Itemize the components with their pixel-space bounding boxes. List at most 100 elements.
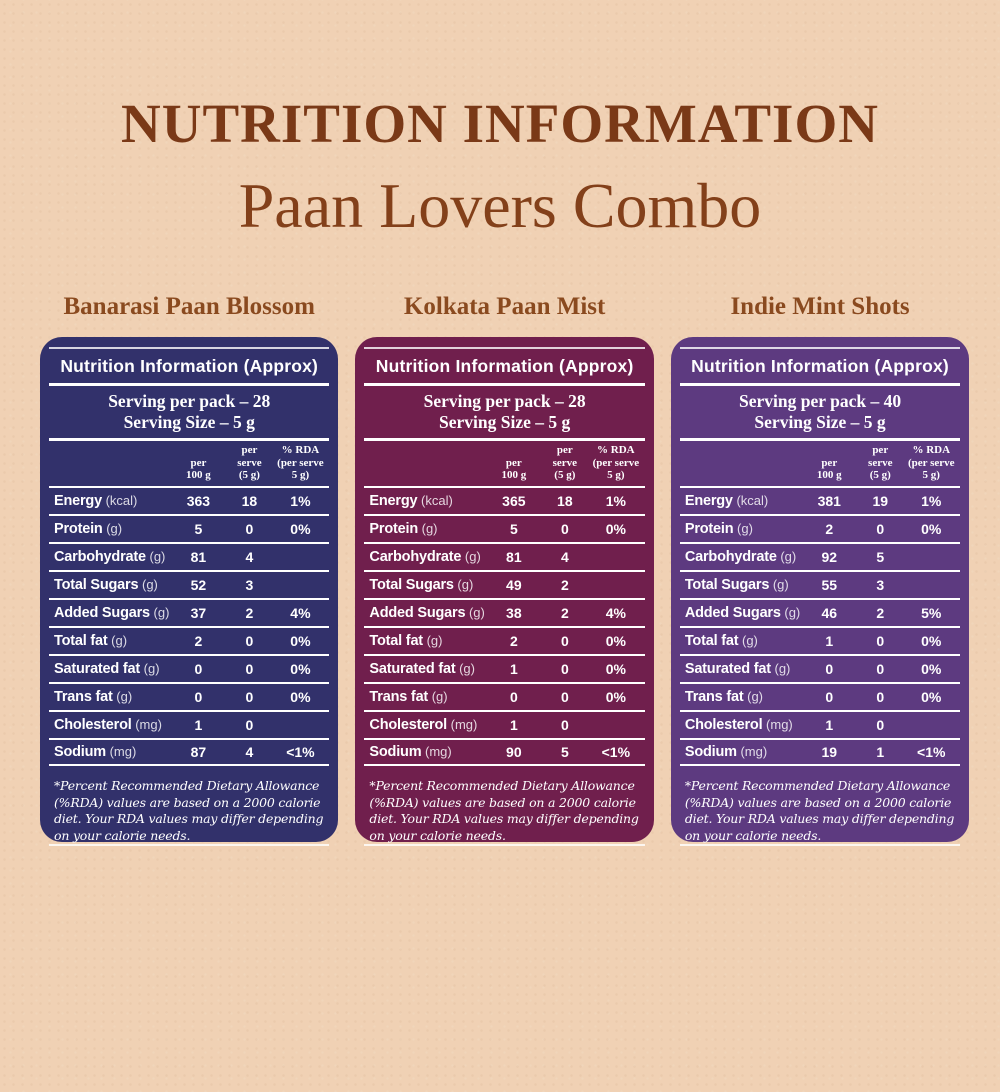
nutrient-row: Saturated fat (g) 1 0 0% (364, 654, 645, 682)
nutrient-unit: (g) (737, 520, 753, 536)
value-per-100g: 81 (506, 549, 522, 566)
value-per-serve: 0 (245, 633, 254, 650)
value-rda: 0% (921, 661, 942, 678)
serving-per-pack: Serving per pack – 40 (739, 391, 902, 411)
nutrient-unit: (g) (111, 632, 128, 648)
col-per-100g: per 100 g (816, 456, 842, 481)
nutrient-name: Sodium (369, 743, 422, 760)
value-per-serve: 4 (245, 744, 254, 761)
product-title: Indie Mint Shots (730, 293, 910, 320)
value-per-serve: 1 (876, 744, 885, 761)
nutrient-name: Total fat (684, 632, 739, 649)
value-per-serve: 0 (560, 633, 569, 650)
value-per-serve: 5 (560, 744, 569, 761)
col-per-100g: per 100 g (186, 456, 211, 481)
value-per-serve: 4 (560, 549, 569, 566)
value-per-serve: 19 (872, 493, 889, 510)
value-rda: 0% (605, 633, 626, 650)
nutrient-name: Energy (684, 492, 733, 509)
value-rda: 0% (290, 661, 311, 678)
nutrient-name: Cholesterol (684, 716, 763, 733)
value-per-serve: 2 (560, 577, 569, 594)
value-per-100g: 1 (509, 717, 518, 734)
nutrient-name: Total fat (54, 632, 108, 649)
nutrient-unit: (g) (431, 688, 448, 704)
nutrient-unit: (g) (747, 688, 763, 704)
value-rda: 1% (605, 493, 626, 510)
nutrient-unit: (g) (468, 604, 485, 620)
footnote-wrap: *Percent Recommended Dietary Allowance (… (671, 766, 969, 859)
value-per-100g: 52 (190, 577, 207, 594)
nutrient-unit: (mg) (740, 743, 768, 759)
value-per-100g: 37 (190, 605, 207, 622)
value-per-serve: 5 (876, 549, 885, 566)
header-divider (49, 383, 330, 386)
serving-size: Serving Size – 5 g (123, 411, 255, 432)
nutrient-row: Protein (g) 2 0 0% (679, 514, 961, 542)
column-headers: per 100 g per serve (5 g) % RDA (per ser… (364, 441, 644, 486)
card-top-hairline (364, 347, 645, 349)
nutrient-unit: (g) (149, 548, 166, 564)
nutrient-row: Total Sugars (g) 49 2 (364, 570, 645, 598)
nutrient-unit: (g) (784, 604, 801, 620)
serving-size: Serving Size – 5 g (754, 411, 886, 432)
nutrient-row: Added Sugars (g) 37 2 4% (49, 598, 330, 626)
nutrient-name: Carbohydrate (684, 548, 777, 565)
nutrient-name: Protein (369, 520, 418, 537)
nutrient-unit: (g) (772, 576, 789, 592)
nutrient-row: Trans fat (g) 0 0 0% (364, 682, 645, 710)
value-per-100g: 1 (194, 717, 203, 734)
nutrient-row: Energy (kcal) 381 19 1% (679, 486, 961, 514)
nutrient-unit: (g) (116, 688, 133, 704)
value-per-100g: 81 (190, 549, 207, 566)
value-per-serve: 0 (245, 661, 254, 678)
nutrient-name: Added Sugars (369, 604, 466, 621)
nutrient-row: Energy (kcal) 363 18 1% (49, 486, 330, 514)
serving-block: Serving per pack – 40 Serving Size – 5 g (671, 386, 969, 438)
column-headers: per 100 g per serve (5 g) % RDA (per ser… (680, 441, 960, 486)
value-rda: <1% (286, 744, 315, 761)
value-per-serve: 0 (560, 661, 569, 678)
nutrient-unit: (g) (426, 632, 443, 648)
rows: Energy (kcal) 381 19 1% Protein (g) 2 0 … (671, 486, 969, 767)
value-per-serve: 0 (876, 689, 885, 706)
nutrient-row: Total fat (g) 2 0 0% (49, 626, 330, 654)
value-per-serve: 3 (245, 577, 254, 594)
value-rda: 0% (605, 521, 626, 538)
rows: Energy (kcal) 363 18 1% Protein (g) 5 0 … (40, 486, 338, 767)
nutrient-name: Added Sugars (684, 604, 781, 621)
value-rda: 5% (921, 605, 942, 622)
value-per-serve: 2 (245, 605, 254, 622)
nutrient-name: Carbohydrate (369, 548, 462, 565)
nutrient-name: Cholesterol (369, 716, 447, 733)
nutrient-name: Energy (369, 492, 418, 509)
nutrient-name: Total Sugars (54, 576, 139, 593)
value-per-serve: 18 (557, 493, 573, 510)
nutrient-row: Cholesterol (mg) 1 0 (364, 710, 645, 738)
nutrient-unit: (g) (141, 576, 158, 592)
value-rda: 1% (921, 493, 942, 510)
page-subtitle: Paan Lovers Combo (238, 170, 762, 241)
card-top-hairline (679, 347, 961, 349)
nutrient-name: Protein (54, 520, 103, 537)
col-rda: % RDA (per serve 5 g) (592, 444, 640, 481)
value-per-100g: 2 (194, 633, 203, 650)
nutrient-unit: (g) (153, 604, 170, 620)
value-per-serve: 0 (245, 717, 254, 734)
serving-divider (49, 438, 330, 442)
nutrient-name: Sodium (54, 743, 106, 760)
footnote: *Percent Recommended Dietary Allowance (… (684, 778, 955, 843)
nutrient-row: Protein (g) 5 0 0% (49, 514, 330, 542)
rows: Energy (kcal) 365 18 1% Protein (g) 5 0 … (355, 486, 653, 767)
value-per-100g: 0 (509, 689, 518, 706)
nutrient-unit: (mg) (109, 743, 137, 759)
value-per-serve: 3 (876, 577, 885, 594)
value-rda: 1% (290, 493, 311, 510)
value-per-100g: 55 (821, 577, 838, 594)
footnote-wrap: *Percent Recommended Dietary Allowance (… (355, 766, 653, 859)
nutrient-unit: (g) (421, 520, 438, 536)
value-per-100g: 49 (506, 577, 522, 594)
value-per-100g: 0 (194, 661, 203, 678)
nutrient-row: Saturated fat (g) 0 0 0% (49, 654, 330, 682)
nutrient-unit: (g) (457, 576, 474, 592)
